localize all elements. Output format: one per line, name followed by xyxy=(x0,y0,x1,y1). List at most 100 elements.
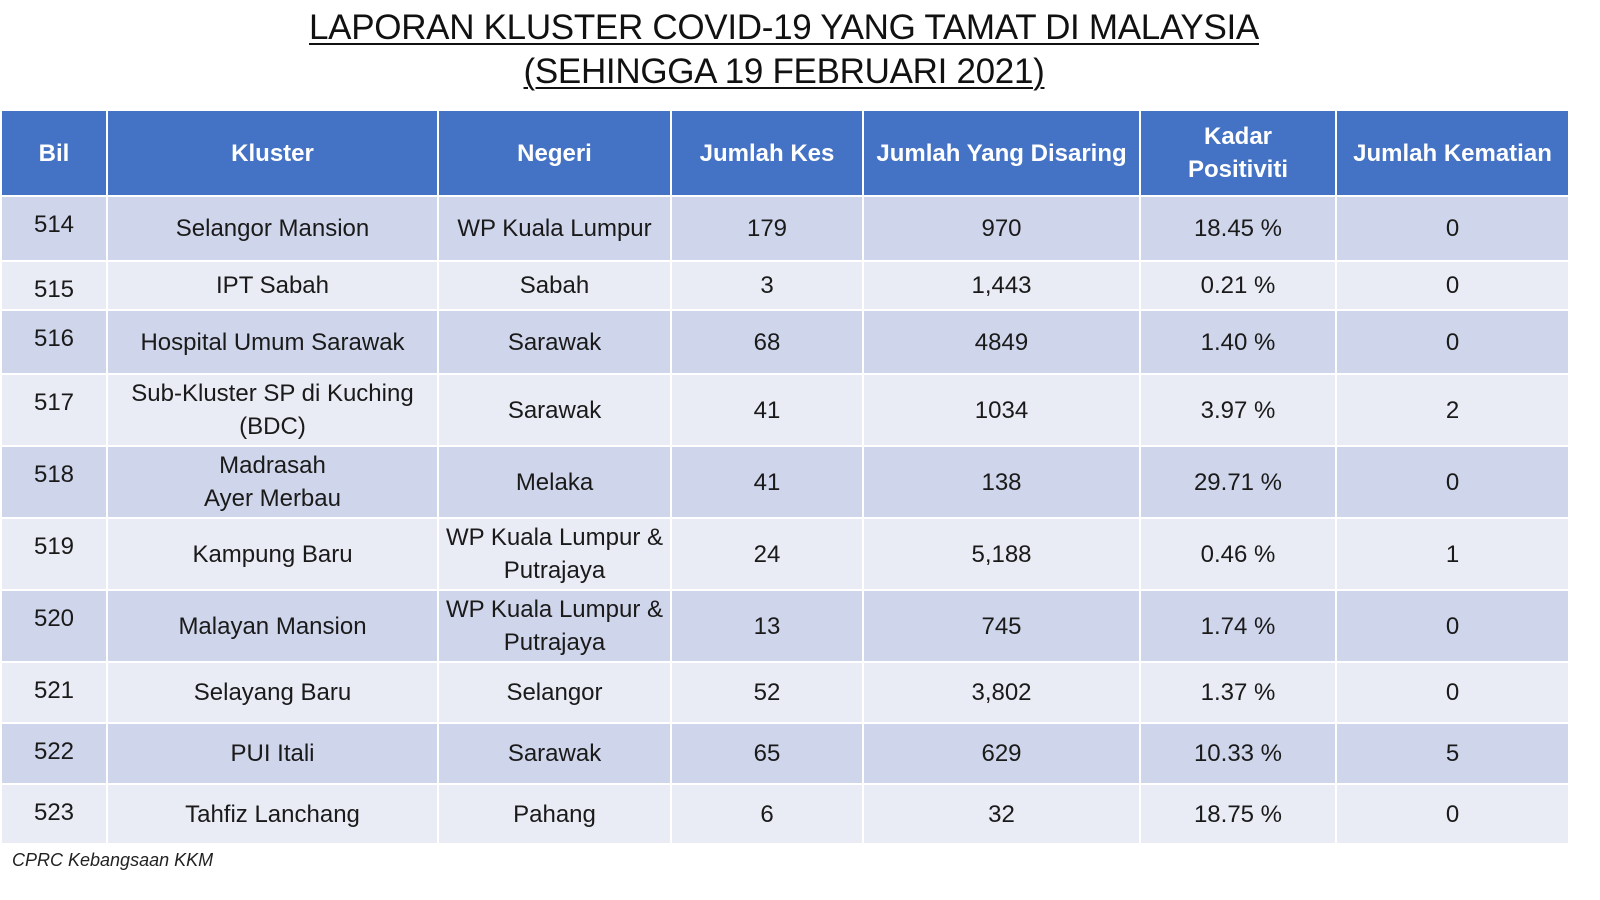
header-kadar-line1: Kadar xyxy=(1203,123,1273,150)
negeri-line-2: Putrajaya xyxy=(503,629,606,656)
negeri-line-2: Putrajaya xyxy=(503,557,606,584)
table-row: 522 PUI Itali Sarawak 65 629 10.33 % 5 xyxy=(0,722,1570,785)
table-row: 518 Madrasah Ayer Merbau Melaka 41 138 2… xyxy=(0,445,1570,519)
cell-negeri: WP Kuala Lumpur & Putrajaya xyxy=(437,517,672,591)
header-kadar-positiviti: Kadar Positiviti xyxy=(1139,109,1337,197)
cell-jumlah-kes: 24 xyxy=(670,517,864,591)
cell-jumlah-kematian: 0 xyxy=(1335,309,1570,375)
negeri-line: Melaka xyxy=(515,468,594,496)
cell-jumlah-kes: 65 xyxy=(670,722,864,785)
cell-jumlah-disaring: 1034 xyxy=(862,373,1141,447)
table-row: 523 Tahfiz Lanchang Pahang 6 32 18.75 % … xyxy=(0,783,1570,845)
cell-jumlah-kes: 3 xyxy=(670,260,864,311)
cell-kadar-positiviti: 18.45 % xyxy=(1139,195,1337,262)
cell-jumlah-kematian: 1 xyxy=(1335,517,1570,591)
cell-jumlah-kematian: 0 xyxy=(1335,195,1570,262)
cell-jumlah-disaring: 4849 xyxy=(862,309,1141,375)
cell-kluster: Tahfiz Lanchang xyxy=(106,783,439,845)
table-header-row: Bil Kluster Negeri Jumlah Kes Jumlah Yan… xyxy=(0,109,1570,197)
cell-bil: 518 xyxy=(0,445,108,519)
cell-kadar-positiviti: 18.75 % xyxy=(1139,783,1337,845)
cell-kluster: Malayan Mansion xyxy=(106,589,439,663)
kluster-line: Selayang Baru xyxy=(193,679,352,706)
cell-negeri: Sarawak xyxy=(437,309,672,375)
cell-bil: 517 xyxy=(0,373,108,447)
cell-jumlah-disaring: 3,802 xyxy=(862,661,1141,724)
cell-jumlah-kes: 6 xyxy=(670,783,864,845)
header-kluster: Kluster xyxy=(106,109,439,197)
negeri-line: Selangor xyxy=(506,679,603,706)
cell-negeri: Selangor xyxy=(437,661,672,724)
kluster-line: Selangor Mansion xyxy=(175,215,370,242)
cell-negeri: WP Kuala Lumpur & Putrajaya xyxy=(437,589,672,663)
table-row: 517 Sub-Kluster SP di Kuching (BDC) Sara… xyxy=(0,373,1570,447)
cell-jumlah-disaring: 32 xyxy=(862,783,1141,845)
table-row: 514 Selangor Mansion WP Kuala Lumpur 179… xyxy=(0,195,1570,262)
cell-kluster: Sub-Kluster SP di Kuching (BDC) xyxy=(106,373,439,447)
report-title: LAPORAN KLUSTER COVID-19 YANG TAMAT DI M… xyxy=(0,6,1568,94)
cell-kadar-positiviti: 0.21 % xyxy=(1139,260,1337,311)
kluster-line: PUI Itali xyxy=(230,740,315,767)
cell-jumlah-kematian: 0 xyxy=(1335,783,1570,845)
table-row: 520 Malayan Mansion WP Kuala Lumpur & Pu… xyxy=(0,589,1570,663)
header-jumlah-disaring: Jumlah Yang Disaring xyxy=(862,109,1141,197)
cell-jumlah-kes: 52 xyxy=(670,661,864,724)
kluster-line: Tahfiz Lanchang xyxy=(185,800,360,828)
cell-jumlah-kes: 68 xyxy=(670,309,864,375)
header-bil: Bil xyxy=(0,109,108,197)
cell-negeri: Sabah xyxy=(437,260,672,311)
cell-kluster: Hospital Umum Sarawak xyxy=(106,309,439,375)
cell-bil: 522 xyxy=(0,722,108,785)
negeri-line: Pahang xyxy=(513,800,596,828)
cell-kluster: IPT Sabah xyxy=(106,260,439,311)
table-row: 519 Kampung Baru WP Kuala Lumpur & Putra… xyxy=(0,517,1570,591)
kluster-line: IPT Sabah xyxy=(216,272,329,299)
kluster-line: Kampung Baru xyxy=(192,540,353,568)
negeri-line: WP Kuala Lumpur & xyxy=(446,524,663,551)
kluster-line: Malayan Mansion xyxy=(178,612,367,640)
cell-bil: 516 xyxy=(0,309,108,375)
cluster-table: Bil Kluster Negeri Jumlah Kes Jumlah Yan… xyxy=(0,109,1570,845)
cell-bil: 520 xyxy=(0,589,108,663)
cell-negeri: WP Kuala Lumpur xyxy=(437,195,672,262)
negeri-line: Sarawak xyxy=(507,740,602,767)
cell-jumlah-kematian: 0 xyxy=(1335,260,1570,311)
cell-jumlah-kes: 13 xyxy=(670,589,864,663)
cell-jumlah-disaring: 1,443 xyxy=(862,260,1141,311)
cell-kadar-positiviti: 1.37 % xyxy=(1139,661,1337,724)
negeri-line: WP Kuala Lumpur & xyxy=(446,596,663,623)
cell-bil: 515 xyxy=(0,260,108,311)
kluster-line: Sub-Kluster SP di Kuching xyxy=(131,380,414,407)
kluster-line: Hospital Umum Sarawak xyxy=(140,328,405,356)
cell-kadar-positiviti: 3.97 % xyxy=(1139,373,1337,447)
cell-bil: 521 xyxy=(0,661,108,724)
header-jumlah-kes: Jumlah Kes xyxy=(670,109,864,197)
table-row: 516 Hospital Umum Sarawak Sarawak 68 484… xyxy=(0,309,1570,375)
cell-jumlah-disaring: 970 xyxy=(862,195,1141,262)
negeri-line: Sarawak xyxy=(507,396,602,424)
cell-kadar-positiviti: 29.71 % xyxy=(1139,445,1337,519)
source-note: CPRC Kebangsaan KKM xyxy=(12,850,214,870)
cell-bil: 523 xyxy=(0,783,108,845)
negeri-line: Sarawak xyxy=(507,328,602,356)
kluster-line: Madrasah xyxy=(219,452,326,479)
cell-jumlah-disaring: 629 xyxy=(862,722,1141,785)
kluster-line-2: Ayer Merbau xyxy=(204,485,341,512)
table-row: 521 Selayang Baru Selangor 52 3,802 1.37… xyxy=(0,661,1570,724)
cell-kadar-positiviti: 1.40 % xyxy=(1139,309,1337,375)
header-negeri: Negeri xyxy=(437,109,672,197)
cell-negeri: Melaka xyxy=(437,445,672,519)
cell-bil: 519 xyxy=(0,517,108,591)
title-line-1: LAPORAN KLUSTER COVID-19 YANG TAMAT DI M… xyxy=(309,8,1259,47)
cell-kadar-positiviti: 0.46 % xyxy=(1139,517,1337,591)
cell-jumlah-kes: 41 xyxy=(670,373,864,447)
cell-bil: 514 xyxy=(0,195,108,262)
cell-jumlah-disaring: 745 xyxy=(862,589,1141,663)
header-kadar-line2: Positiviti xyxy=(1187,156,1289,183)
title-line-2: (SEHINGGA 19 FEBRUARI 2021) xyxy=(523,52,1045,91)
cell-kluster: PUI Itali xyxy=(106,722,439,785)
cell-negeri: Sarawak xyxy=(437,722,672,785)
cell-negeri: Pahang xyxy=(437,783,672,845)
negeri-line: Sabah xyxy=(519,272,590,299)
negeri-line: WP Kuala Lumpur xyxy=(457,215,652,242)
